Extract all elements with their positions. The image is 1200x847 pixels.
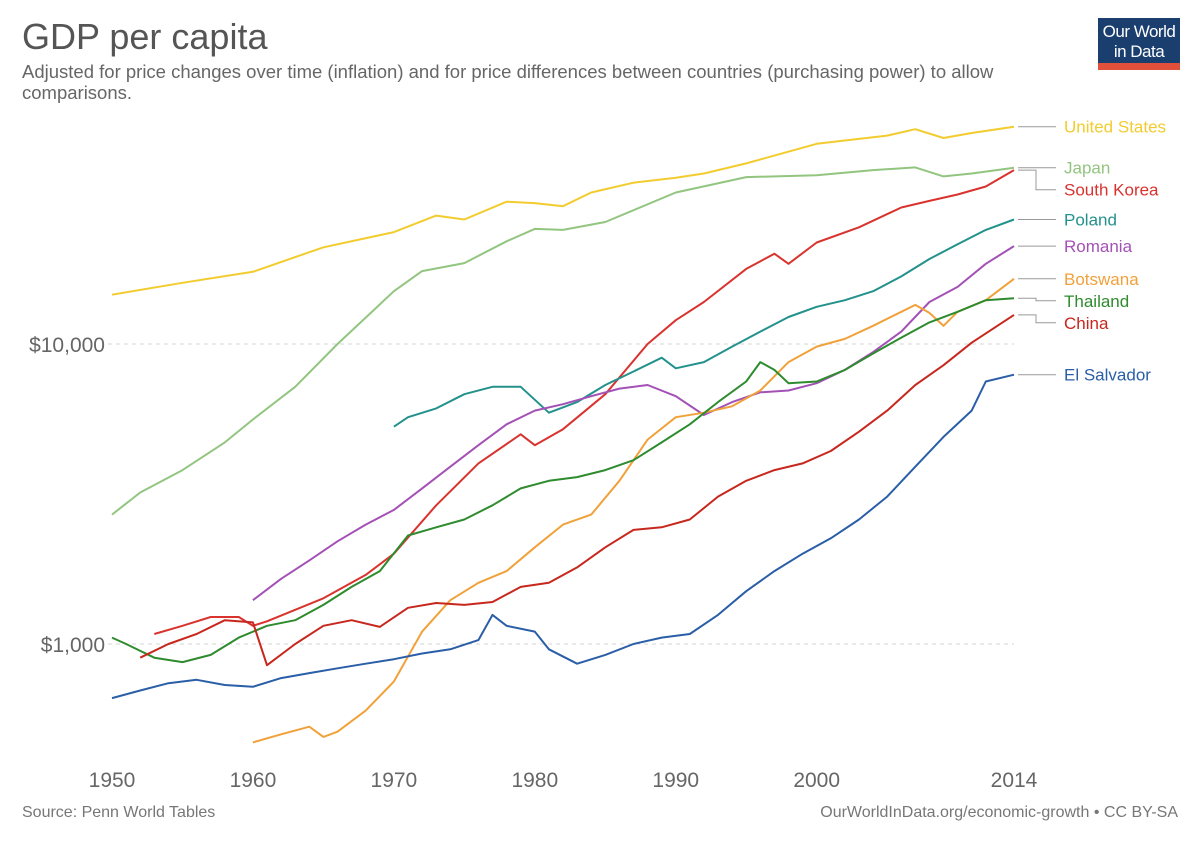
series-line-thailand bbox=[111, 297, 1015, 664]
owid-logo[interactable]: Our World in Data bbox=[1098, 18, 1180, 70]
series-line-united-states bbox=[111, 125, 1015, 296]
series-leader-south-korea bbox=[1018, 169, 1056, 191]
x-tick-label-1970: 1970 bbox=[371, 769, 418, 792]
series-label-thailand: Thailand bbox=[1064, 292, 1129, 311]
series-line-romania bbox=[252, 245, 1015, 601]
source-note: Source: Penn World Tables bbox=[22, 804, 216, 821]
series-label-el-salvador: El Salvador bbox=[1064, 366, 1151, 385]
series-line-china bbox=[139, 314, 1015, 667]
logo-line-1: Our World bbox=[1102, 22, 1176, 41]
x-tick-label-1950: 1950 bbox=[89, 769, 136, 792]
logo-accent-bar bbox=[1098, 63, 1180, 70]
series-line-poland bbox=[393, 218, 1015, 428]
x-tick-label-1960: 1960 bbox=[230, 769, 277, 792]
series-line-el-salvador bbox=[111, 373, 1015, 700]
series-leader-china bbox=[1018, 314, 1056, 324]
series-label-botswana: Botswana bbox=[1064, 270, 1139, 289]
x-tick-label-2014: 2014 bbox=[991, 769, 1038, 792]
series-label-united-states: United States bbox=[1064, 118, 1166, 137]
series-label-south-korea: South Korea bbox=[1064, 181, 1159, 200]
y-tick-label-1000: $1,000 bbox=[41, 634, 105, 657]
series-line-japan bbox=[111, 166, 1015, 516]
series-label-poland: Poland bbox=[1064, 211, 1117, 230]
y-tick-label-10000: $10,000 bbox=[29, 334, 105, 357]
credit-link[interactable]: OurWorldInData.org/economic-growth • CC … bbox=[820, 804, 1178, 821]
x-tick-label-2000: 2000 bbox=[793, 769, 840, 792]
series-label-romania: Romania bbox=[1064, 237, 1133, 256]
logo-line-2: in Data bbox=[1113, 42, 1165, 61]
x-tick-label-1980: 1980 bbox=[511, 769, 558, 792]
series-label-china: China bbox=[1064, 314, 1109, 333]
page-subtitle: Adjusted for price changes over time (in… bbox=[22, 61, 994, 103]
page-title: GDP per capita bbox=[22, 16, 268, 57]
series-line-botswana bbox=[252, 278, 1015, 744]
series-label-japan: Japan bbox=[1064, 159, 1110, 178]
x-tick-label-1990: 1990 bbox=[652, 769, 699, 792]
series-line-south-korea bbox=[154, 169, 1015, 635]
series-leader-thailand bbox=[1018, 297, 1056, 302]
